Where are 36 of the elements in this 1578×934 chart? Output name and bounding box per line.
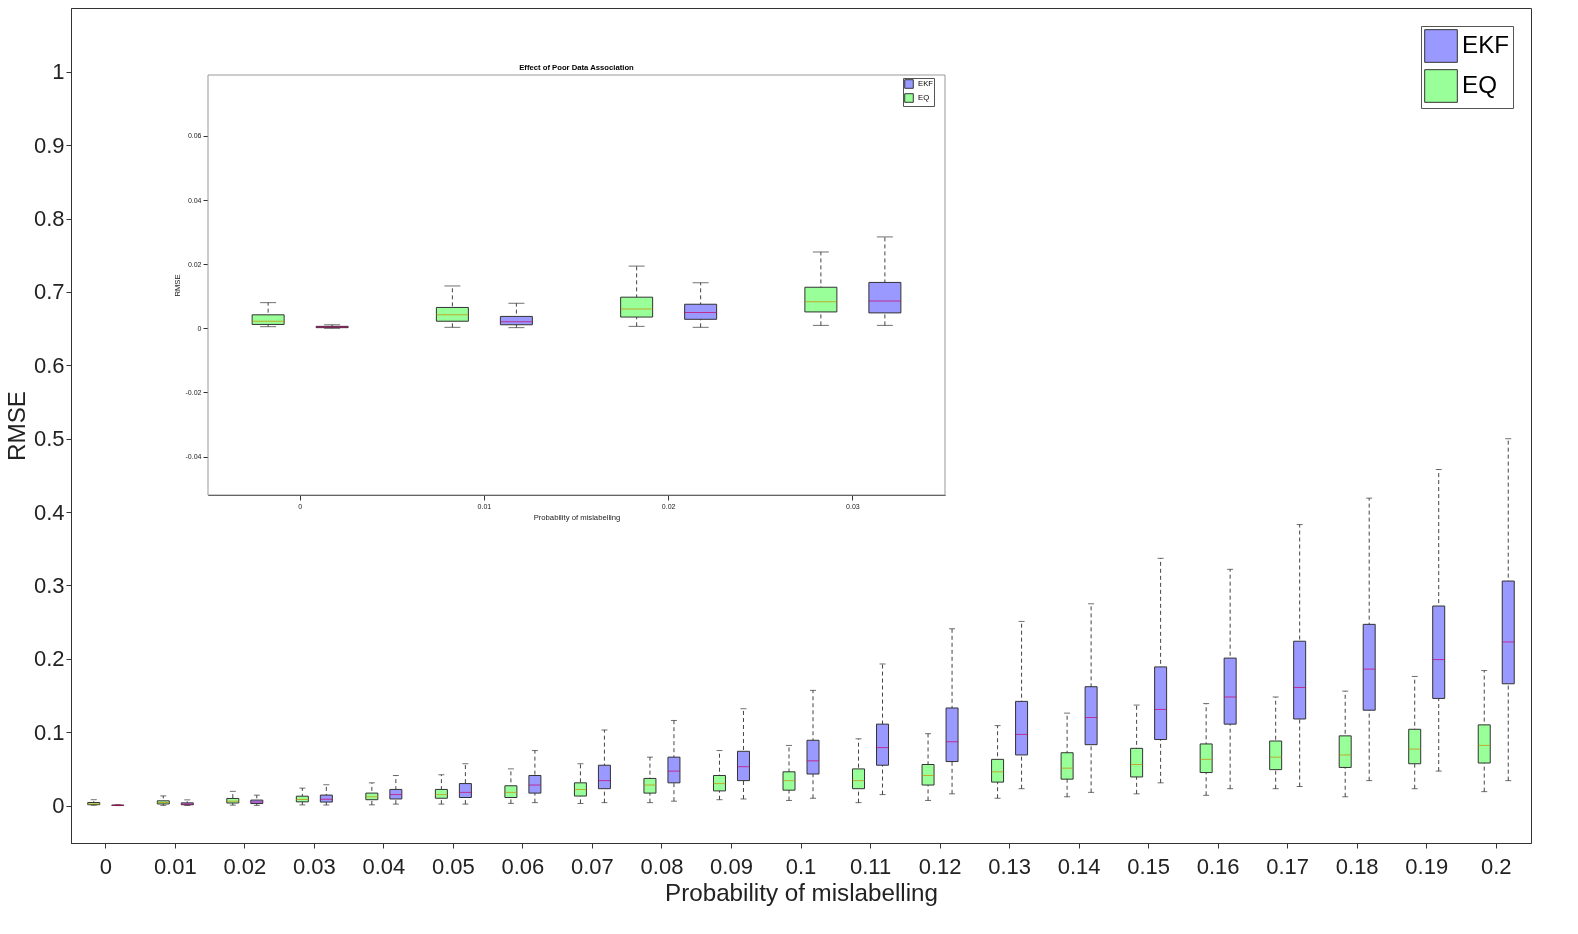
y-tick-label: 0.8: [33, 206, 65, 232]
y-tick-label: 0.2: [33, 646, 65, 672]
legend-label: EKF: [1462, 31, 1510, 58]
x-tick-label: 0.1: [785, 854, 817, 880]
y-tick-label: 0.4: [33, 499, 65, 525]
x-tick-label: 0: [99, 854, 112, 880]
x-tick-label: 0.2: [1480, 854, 1512, 880]
x-tick-label: 0.09: [710, 854, 753, 880]
x-axis-title: Probability of mislabelling: [665, 879, 938, 907]
y-tick-label: 0.3: [33, 572, 65, 598]
x-tick-label: 0.03: [292, 854, 336, 880]
y-tick-label: 0.7: [33, 279, 65, 305]
x-tick-label: 0.01: [153, 854, 197, 880]
x-tick-label: 0.04: [362, 854, 406, 880]
x-tick-label: 0.08: [640, 854, 684, 880]
x-tick-label: 0.05: [431, 854, 475, 880]
y-tick-label: 1: [52, 59, 65, 85]
x-tick-label: 0.12: [918, 854, 962, 880]
x-tick-label: 0.15: [1127, 854, 1171, 880]
x-tick-label: 0.16: [1196, 854, 1240, 880]
y-tick-label: 0.9: [33, 132, 65, 158]
x-tick-label: 0.06: [501, 854, 545, 880]
y-tick-label: 0.1: [33, 719, 65, 745]
x-tick-label: 0.14: [1057, 854, 1101, 880]
y-axis-title: RMSE: [2, 391, 30, 461]
x-tick-label: 0.07: [571, 854, 614, 880]
x-tick-label: 0.02: [223, 854, 267, 880]
x-tick-label: 0.11: [849, 854, 892, 880]
x-tick-label: 0.13: [988, 854, 1031, 880]
y-tick-label: 0.5: [33, 426, 65, 452]
x-tick-label: 0.19: [1405, 854, 1449, 880]
y-tick-label: 0.6: [33, 352, 65, 378]
y-tick-label: 0: [52, 793, 65, 819]
x-tick-label: 0.18: [1335, 854, 1379, 880]
legend-label: EQ: [1462, 71, 1497, 98]
x-tick-label: 0.17: [1266, 854, 1310, 880]
